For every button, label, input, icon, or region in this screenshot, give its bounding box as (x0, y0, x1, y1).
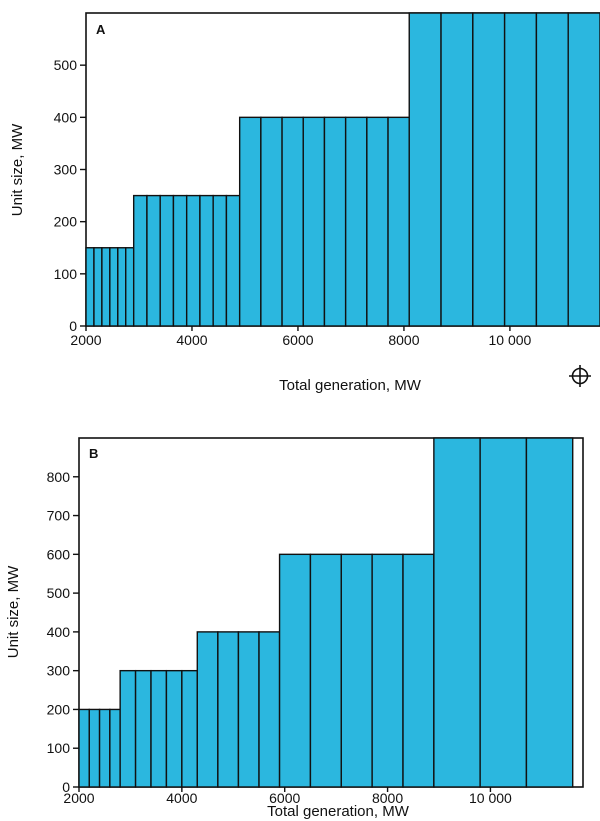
bar-step1-unit3 (101, 247, 111, 327)
bar-step2-unit1 (132, 194, 148, 327)
bar-step3-unit4 (302, 116, 326, 327)
bars (85, 12, 600, 327)
bar-step1-unit5 (117, 247, 127, 327)
bar-step3-unit4 (258, 631, 281, 788)
bar-step4-unit4 (371, 553, 404, 788)
y-tick-label: 300 (47, 663, 71, 679)
bar-step2-unit2 (134, 669, 152, 788)
bar-step2-unit3 (150, 669, 168, 788)
bar-step5-unit2 (479, 437, 528, 788)
bar-step2-unit5 (185, 194, 201, 327)
y-tick-label: 400 (54, 109, 78, 125)
chart-panel-a: 0 100 200 300 400 500 2000 4000 6000 8000 10 000 To… (9, 12, 600, 394)
y-tick-label: 800 (47, 469, 71, 485)
x-axis-title: Total generation, MW (267, 803, 410, 820)
x-tick-label: 2000 (63, 790, 94, 806)
y-tick-label: 300 (54, 162, 78, 178)
bar-step3-unit1 (196, 631, 219, 788)
x-tick-label: 4000 (166, 790, 197, 806)
bar-step1-unit3 (98, 708, 111, 788)
x-tick-label: 6000 (269, 790, 300, 806)
bar-step2-unit4 (165, 669, 183, 788)
panel-label: A (96, 22, 106, 37)
bar-step4-unit1 (408, 12, 442, 327)
registration-target-icon (569, 365, 591, 387)
bar-step2-unit1 (119, 669, 137, 788)
bar-step4-unit5 (402, 553, 435, 788)
y-axis-title: Unit size, MW (9, 123, 26, 216)
chart-panel-b: 0 100 200 300 400 500 600 700 800 2000 4000 6000 800… (5, 437, 584, 820)
x-axis-title: Total generation, MW (279, 377, 422, 394)
bar-step3-unit6 (344, 116, 368, 327)
bar-step3-unit2 (260, 116, 283, 327)
bar-step2-unit3 (159, 194, 175, 327)
bar-step1-unit4 (109, 247, 119, 327)
y-tick-label: 400 (47, 624, 71, 640)
bar-step4-unit2 (440, 12, 474, 327)
bar-step1-unit2 (93, 247, 103, 327)
bar-step3-unit5 (323, 116, 347, 327)
x-tick-label: 8000 (372, 790, 403, 806)
x-tick-label: 10 000 (469, 790, 512, 806)
x-tick-label: 8000 (388, 332, 419, 348)
bar-step2-unit4 (172, 194, 188, 327)
bar-step3-unit8 (387, 116, 410, 327)
y-tick-label: 0 (69, 318, 77, 334)
bar-step1-unit6 (125, 247, 135, 327)
bar-step3-unit2 (217, 631, 240, 788)
bar-step4-unit3 (340, 553, 373, 788)
x-tick-label: 6000 (282, 332, 313, 348)
bar-step5-unit3 (525, 437, 574, 788)
bar-step5-unit1 (433, 437, 481, 788)
panel-label: B (89, 446, 98, 461)
bar-step4-unit1 (278, 553, 312, 788)
x-tick-label: 10 000 (489, 332, 532, 348)
bar-step4-unit6 (567, 12, 600, 327)
bar-step1-unit4 (109, 708, 121, 788)
bar-step3-unit3 (281, 116, 304, 327)
bar-step4-unit2 (309, 553, 342, 788)
bar-step4-unit3 (472, 12, 506, 327)
bar-step2-unit8 (225, 194, 241, 327)
y-tick-label: 600 (47, 546, 71, 562)
y-axis-title: Unit size, MW (5, 565, 22, 658)
bar-step2-unit2 (146, 194, 161, 327)
bar-step2-unit6 (199, 194, 214, 327)
y-tick-label: 100 (54, 266, 78, 282)
bar-step3-unit1 (238, 116, 262, 327)
bar-step3-unit7 (366, 116, 389, 327)
bar-step1-unit1 (85, 247, 95, 327)
y-tick-label: 0 (62, 779, 70, 795)
y-tick-label: 500 (54, 57, 78, 73)
bar-step4-unit5 (535, 12, 569, 327)
x-tick-label: 2000 (70, 332, 101, 348)
bar-step1-unit1 (78, 708, 90, 788)
y-tick-label: 200 (47, 701, 71, 717)
y-tick-label: 200 (54, 214, 78, 230)
bar-step2-unit7 (212, 194, 228, 327)
bar-step1-unit2 (88, 708, 101, 788)
y-tick-label: 100 (47, 740, 71, 756)
bar-step4-unit4 (503, 12, 538, 327)
x-tick-label: 4000 (176, 332, 207, 348)
bar-step3-unit3 (237, 631, 260, 788)
bars (78, 437, 574, 788)
y-tick-label: 700 (47, 508, 71, 524)
y-tick-label: 500 (47, 585, 71, 601)
bar-step2-unit5 (181, 669, 198, 788)
